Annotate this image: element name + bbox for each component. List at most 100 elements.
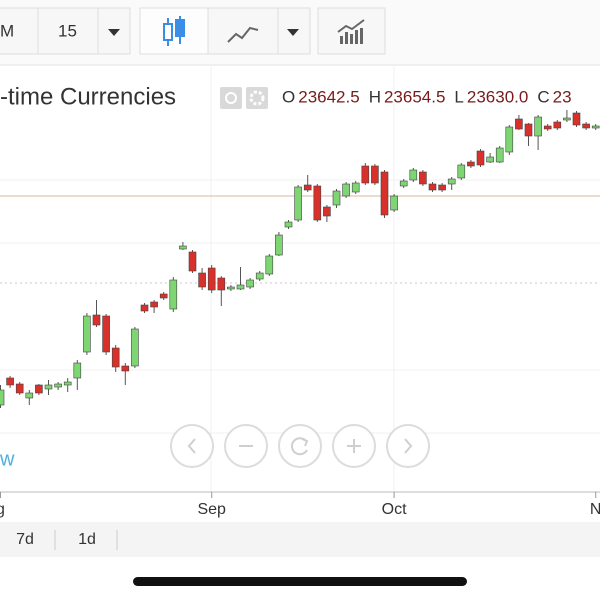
candle-body (486, 156, 494, 163)
candle-body (572, 112, 581, 126)
candle-body (524, 123, 533, 137)
interval-unit: M (0, 21, 14, 40)
candle-body (73, 362, 82, 379)
range-button[interactable]: 1d (78, 531, 96, 548)
candle-type-button[interactable] (139, 7, 209, 55)
candle-body (140, 304, 149, 312)
visibility-toggle[interactable] (220, 87, 242, 109)
candle-body (255, 272, 264, 280)
candle-body (54, 383, 62, 388)
indicators-button[interactable] (317, 7, 386, 55)
candle-body (198, 272, 206, 288)
dropdown-arrow (108, 29, 120, 36)
candle-body (0, 389, 5, 406)
candle-body (236, 284, 245, 290)
candle-body (284, 221, 293, 228)
candle-body (399, 180, 408, 187)
dropdown-arrow (287, 29, 299, 36)
range-button[interactable]: 7d (16, 531, 34, 548)
candle-body (361, 165, 370, 184)
x-tick-label: Sep (197, 501, 226, 518)
candle-body (207, 267, 216, 291)
home-indicator (133, 577, 467, 586)
eye-icon (225, 92, 237, 104)
candle-body (63, 381, 72, 386)
candle-body (150, 301, 158, 308)
interval-button[interactable] (37, 7, 99, 55)
interval-unit-button[interactable] (0, 7, 39, 55)
candle-body (159, 293, 168, 299)
x-tick-label: g (0, 501, 5, 518)
candle-body (515, 118, 523, 130)
x-tick-label: N (590, 501, 600, 518)
candle-body (246, 279, 254, 288)
candle-body (534, 116, 542, 137)
ohlc-value: 23654.5 (384, 87, 445, 106)
candle-body (553, 121, 562, 129)
candle-body (563, 117, 571, 121)
candle-body (351, 182, 360, 193)
ohlc-value: 23642.5 (298, 87, 359, 106)
ohlc-label: O (282, 87, 295, 106)
chart-title: -time Currencies (0, 83, 176, 110)
candle-body (188, 251, 197, 272)
candle-body (303, 184, 312, 191)
candle-body (227, 286, 235, 290)
candle-body (131, 328, 139, 367)
candle-body (457, 164, 466, 179)
ohlc-label: C (537, 87, 549, 106)
nav-buttons (170, 424, 430, 468)
candle-body (35, 384, 43, 394)
reset-button[interactable] (278, 424, 322, 468)
ohlc-value: 23630.0 (467, 87, 528, 106)
candle-body (409, 169, 418, 181)
ohlc-value: 23 (553, 87, 572, 106)
indicators-icon (337, 19, 365, 44)
candle-body (390, 195, 398, 211)
scroll-right-button[interactable] (386, 424, 430, 468)
candle-body (15, 383, 24, 394)
ohlc-label: H (369, 87, 381, 106)
nav-icons (187, 437, 413, 456)
candle-body (476, 150, 485, 166)
settings-button[interactable] (246, 87, 268, 109)
candle-body (428, 183, 437, 191)
candle-body (169, 279, 178, 310)
candle-body (6, 377, 14, 386)
candle-body (121, 365, 130, 372)
range-buttons: 7d 1d (16, 530, 118, 550)
candle-body (371, 165, 379, 184)
candle-body (313, 185, 322, 221)
line-type-button[interactable] (207, 7, 279, 55)
candle-body (419, 171, 427, 185)
candle-body (591, 125, 600, 129)
candle-icon (163, 16, 185, 46)
candle-body (25, 392, 34, 399)
candle-body (582, 123, 590, 129)
gear-icon (249, 90, 265, 106)
candle-body (543, 125, 552, 130)
candle-body (447, 178, 456, 185)
candle-body (275, 234, 283, 256)
watermark: w (0, 448, 15, 470)
candle-body (265, 255, 274, 275)
candle-body (438, 184, 446, 191)
ohlc-label: L (454, 87, 463, 106)
candle-body (323, 206, 331, 217)
candles (0, 110, 600, 408)
candle-body (83, 315, 91, 353)
candle-body (217, 277, 226, 291)
candle-body (102, 315, 110, 353)
interval-value: 15 (58, 21, 77, 40)
candle-body (467, 161, 475, 167)
candle-body (342, 183, 350, 197)
line-icon (227, 26, 259, 43)
candle-body (111, 347, 120, 368)
candle-body (495, 147, 504, 163)
candle-body (380, 171, 389, 216)
candle-body (92, 314, 101, 326)
candle-body (332, 190, 341, 206)
scroll-left-button[interactable] (170, 424, 214, 468)
ohlc-legend: O 23642.5 H 23654.5 L 23630.0 C 23 (282, 87, 572, 106)
